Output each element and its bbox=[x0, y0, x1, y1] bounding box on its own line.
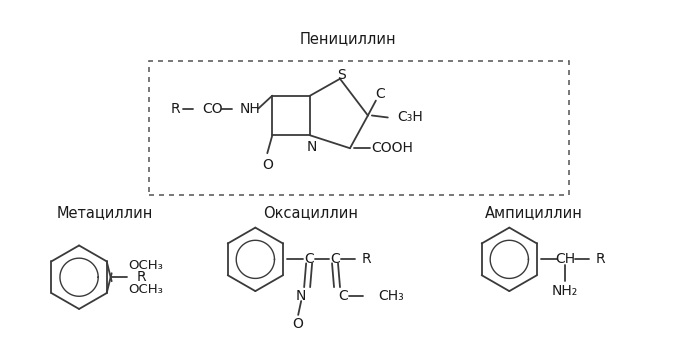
Text: Пенициллин: Пенициллин bbox=[299, 32, 396, 47]
Text: OCH₃: OCH₃ bbox=[129, 259, 164, 272]
Text: O: O bbox=[293, 317, 303, 331]
Text: S: S bbox=[338, 68, 346, 82]
Text: C: C bbox=[330, 252, 340, 266]
Text: OCH₃: OCH₃ bbox=[129, 283, 164, 295]
Text: Оксациллин: Оксациллин bbox=[263, 205, 357, 220]
Text: N: N bbox=[296, 289, 306, 303]
Text: Ампициллин: Ампициллин bbox=[486, 205, 583, 220]
Text: O: O bbox=[262, 158, 273, 172]
Text: R: R bbox=[171, 101, 181, 116]
Text: NH₂: NH₂ bbox=[552, 284, 578, 298]
Text: C: C bbox=[375, 87, 385, 101]
Text: R: R bbox=[362, 252, 372, 266]
Text: C: C bbox=[304, 252, 314, 266]
Text: CH₃: CH₃ bbox=[378, 289, 404, 303]
Text: NH: NH bbox=[240, 101, 261, 116]
Text: CH: CH bbox=[555, 252, 575, 266]
Text: Метациллин: Метациллин bbox=[56, 205, 153, 220]
Text: C: C bbox=[338, 289, 348, 303]
Text: N: N bbox=[307, 140, 317, 154]
Text: R: R bbox=[137, 270, 147, 284]
Text: CO: CO bbox=[202, 101, 223, 116]
Text: R: R bbox=[596, 252, 606, 266]
Text: COOH: COOH bbox=[371, 141, 413, 155]
Text: C₃H: C₃H bbox=[397, 110, 423, 125]
